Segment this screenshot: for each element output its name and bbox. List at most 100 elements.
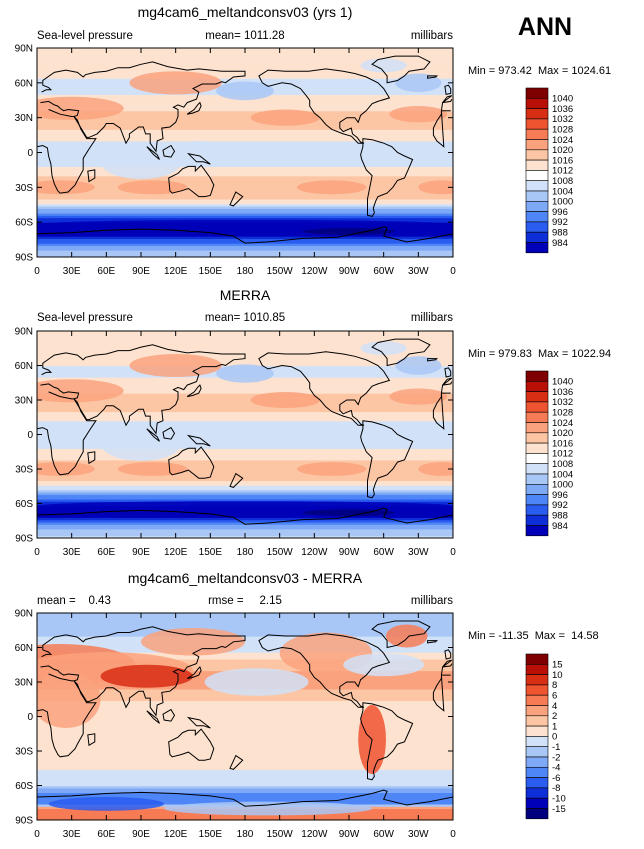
coastline-antarctica [37, 789, 453, 807]
field-anomaly [302, 227, 396, 235]
field-band [37, 347, 453, 350]
x-tick-label: 0 [34, 829, 40, 840]
field-band [37, 189, 453, 193]
y-tick-label: 90S [15, 816, 33, 827]
x-tick-label: 90W [339, 547, 360, 558]
field-band [37, 707, 453, 711]
colorbar-box [525, 756, 549, 768]
coastlines [37, 55, 453, 244]
field-anomaly [141, 627, 245, 656]
field-anomaly [389, 388, 448, 405]
coastline-newGuinea [186, 716, 211, 729]
field-band [37, 178, 453, 181]
coastlines [37, 338, 453, 525]
field-anomaly [250, 391, 321, 409]
field-band [37, 154, 453, 158]
colorbar-box [525, 725, 549, 737]
x-tick-label: 120W [301, 266, 328, 277]
coastline-africa [37, 391, 451, 476]
colorbar-box [525, 653, 549, 665]
coastline-eurasia [40, 344, 453, 435]
colorbar-label: 1008 [552, 176, 573, 187]
field-band [37, 700, 453, 704]
coastline-southAmerica [360, 702, 414, 781]
y-tick-label: 60N [15, 78, 33, 89]
colorbar-label: 8 [552, 680, 557, 691]
field-band [37, 99, 453, 103]
field-band [37, 728, 453, 731]
panel-title: mg4cam6_meltandconsv03 (yrs 1) [138, 4, 353, 20]
colorbar-box [525, 663, 549, 675]
field-band [37, 624, 453, 628]
field-band [37, 418, 453, 422]
colorbar-label: -2 [552, 752, 560, 763]
field-band [37, 217, 453, 221]
x-tick-label: 30E [63, 829, 81, 840]
x-tick-label: 30E [63, 547, 81, 558]
x-tick-label: 60E [97, 829, 115, 840]
coastline-madagascar [87, 733, 96, 747]
variable-label: Sea-level pressure [37, 30, 133, 42]
coastline-uk [444, 649, 452, 660]
field-band [37, 64, 453, 68]
field-band [37, 443, 453, 447]
field-band [37, 59, 453, 63]
field-band [37, 212, 453, 216]
field-band [37, 68, 453, 72]
field-band [37, 730, 453, 734]
colorbar-box [525, 380, 549, 392]
field-band [37, 400, 453, 403]
field-band [37, 617, 453, 621]
field-band [37, 469, 453, 472]
map-field [37, 48, 453, 257]
field-band [37, 723, 453, 727]
coastline-africa [37, 673, 451, 758]
field-band [37, 247, 453, 251]
x-tick-label: 30W [408, 829, 429, 840]
field-band [37, 397, 453, 401]
x-tick-label: 30E [63, 266, 81, 277]
field-band [37, 119, 453, 123]
x-tick-label: 60E [97, 266, 115, 277]
colorbar-box [525, 231, 549, 243]
field-band [37, 122, 453, 126]
colorbar-box [525, 514, 549, 526]
field-band [37, 771, 453, 775]
field-band [37, 57, 453, 61]
coastline-southAmerica [360, 420, 414, 499]
field-anomaly [343, 653, 425, 677]
field-band [37, 205, 453, 209]
min-max-label: Min = 973.42 Max = 1024.61 [468, 65, 611, 77]
colorbar-box [525, 494, 549, 506]
y-tick-label: 30S [15, 465, 33, 476]
field-anomaly [389, 106, 448, 123]
y-tick-label: 30N [15, 678, 33, 689]
colorbar-box [525, 128, 549, 140]
field-band [37, 390, 453, 394]
field-band [37, 335, 453, 339]
field-band [37, 714, 453, 718]
field-band [37, 161, 453, 165]
field-band [37, 203, 453, 207]
field-band [37, 429, 453, 433]
field-anomaly [100, 144, 182, 180]
field-band [37, 406, 453, 410]
colorbar-box [525, 694, 549, 706]
field-band [37, 753, 453, 757]
field-anomaly [129, 354, 222, 377]
season-label: ANN [518, 13, 572, 41]
y-tick-label: 90N [15, 327, 33, 338]
y-tick-label: 90S [15, 253, 33, 264]
colorbar-label: 10 [552, 670, 563, 681]
field-band [37, 496, 453, 500]
field-band [37, 783, 453, 787]
map-field [37, 613, 453, 820]
colorbar-label: 1000 [552, 197, 573, 208]
colorbar-box [525, 159, 549, 171]
mean-label: mean= 1011.28 [205, 30, 284, 42]
field-band [37, 485, 453, 488]
field-band [37, 383, 453, 387]
field-anomaly [250, 109, 321, 126]
field-band [37, 622, 453, 626]
